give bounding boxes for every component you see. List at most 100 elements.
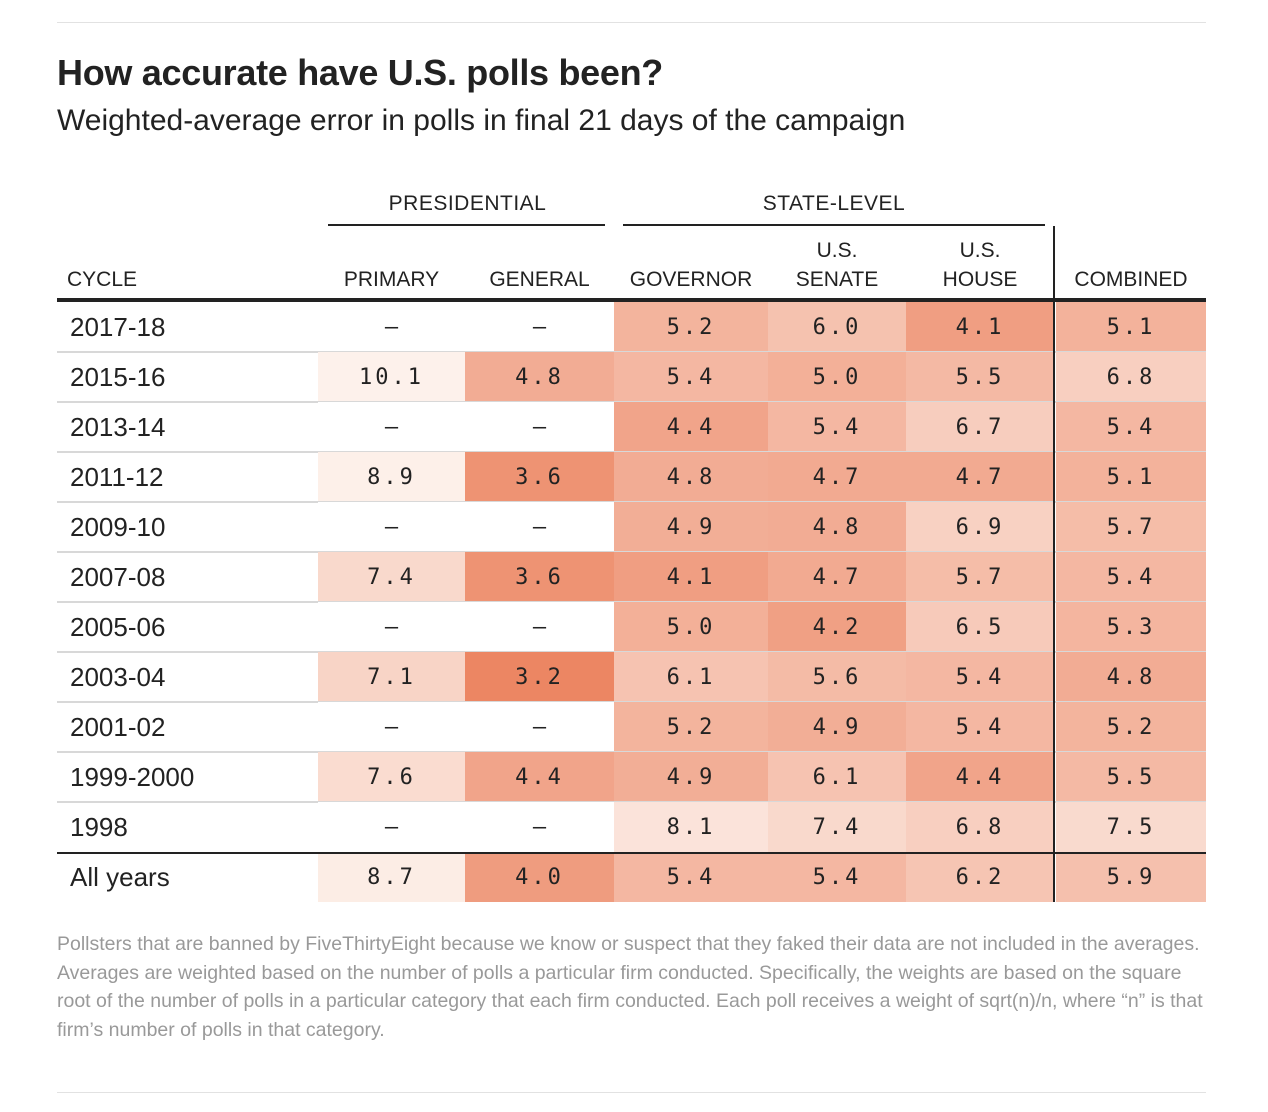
cell-1998-governor: 8.1 xyxy=(614,802,768,852)
row-label-2003-04: 2003-04 xyxy=(70,661,166,692)
group-underline-presidential xyxy=(328,224,605,226)
cell-2015-16-senate: 5.0 xyxy=(768,352,906,402)
cell-all-years-combined: 5.9 xyxy=(1056,852,1206,902)
row-label-1998: 1998 xyxy=(70,811,128,842)
cell-2013-14-governor: 4.4 xyxy=(614,402,768,452)
cell-2005-06-primary: – xyxy=(318,602,465,652)
cell-2017-18-house: 4.1 xyxy=(906,302,1054,352)
row-label-2007-08: 2007-08 xyxy=(70,561,166,592)
cell-2001-02-primary: – xyxy=(318,702,465,752)
row-label-2005-06: 2005-06 xyxy=(70,611,166,642)
cell-2001-02-house: 5.4 xyxy=(906,702,1054,752)
cell-2013-14-general: – xyxy=(465,402,614,452)
cell-2011-12-primary: 8.9 xyxy=(318,452,465,502)
cell-2009-10-general: – xyxy=(465,502,614,552)
cell-2017-18-combined: 5.1 xyxy=(1056,302,1206,352)
group-label-presidential: PRESIDENTIAL xyxy=(388,192,547,215)
cell-2005-06-governor: 5.0 xyxy=(614,602,768,652)
cell-2013-14-house: 6.7 xyxy=(906,402,1054,452)
cell-2013-14-primary: – xyxy=(318,402,465,452)
cell-1998-combined: 7.5 xyxy=(1056,802,1206,852)
header-rule xyxy=(57,298,1206,302)
cell-all-years-governor: 5.4 xyxy=(614,852,768,902)
cell-2007-08-general: 3.6 xyxy=(465,552,614,602)
cell-2001-02-combined: 5.2 xyxy=(1056,702,1206,752)
cell-2015-16-primary: 10.1 xyxy=(318,352,465,402)
cell-all-years-primary: 8.7 xyxy=(318,852,465,902)
cell-2003-04-house: 5.4 xyxy=(906,652,1054,702)
cell-2007-08-senate: 4.7 xyxy=(768,552,906,602)
column-header-combined: COMBINED xyxy=(1074,268,1188,291)
cell-2015-16-combined: 6.8 xyxy=(1056,352,1206,402)
cell-2017-18-primary: – xyxy=(318,302,465,352)
cell-2005-06-house: 6.5 xyxy=(906,602,1054,652)
cell-2009-10-governor: 4.9 xyxy=(614,502,768,552)
cell-2015-16-general: 4.8 xyxy=(465,352,614,402)
cell-2011-12-combined: 5.1 xyxy=(1056,452,1206,502)
cell-1998-senate: 7.4 xyxy=(768,802,906,852)
cell-all-years-senate: 5.4 xyxy=(768,852,906,902)
row-label-2017-18: 2017-18 xyxy=(70,311,166,342)
column-header-senate-line2: SENATE xyxy=(795,268,879,291)
cell-2005-06-combined: 5.3 xyxy=(1056,602,1206,652)
cell-2007-08-combined: 5.4 xyxy=(1056,552,1206,602)
cell-1999-2000-combined: 5.5 xyxy=(1056,752,1206,802)
cell-2005-06-general: – xyxy=(465,602,614,652)
row-label-2011-12: 2011-12 xyxy=(70,461,164,492)
cell-2003-04-senate: 5.6 xyxy=(768,652,906,702)
cell-2013-14-combined: 5.4 xyxy=(1056,402,1206,452)
column-header-house-line2: HOUSE xyxy=(942,268,1018,291)
chart-subtitle: Weighted-average error in polls in final… xyxy=(57,104,906,137)
cell-2017-18-senate: 6.0 xyxy=(768,302,906,352)
column-header-primary: PRIMARY xyxy=(343,268,440,291)
row-label-2009-10: 2009-10 xyxy=(70,511,166,542)
cell-2007-08-governor: 4.1 xyxy=(614,552,768,602)
cell-2001-02-general: – xyxy=(465,702,614,752)
row-label-all-years: All years xyxy=(70,861,170,892)
row-label-1999-2000: 1999-2000 xyxy=(70,761,195,792)
cell-2011-12-house: 4.7 xyxy=(906,452,1054,502)
cell-2013-14-senate: 5.4 xyxy=(768,402,906,452)
bottom-divider xyxy=(57,1092,1206,1093)
cell-2003-04-combined: 4.8 xyxy=(1056,652,1206,702)
cell-2009-10-senate: 4.8 xyxy=(768,502,906,552)
cell-2003-04-primary: 7.1 xyxy=(318,652,465,702)
group-label-state-level: STATE-LEVEL xyxy=(762,192,906,215)
cell-2015-16-governor: 5.4 xyxy=(614,352,768,402)
column-header-senate-line1: U.S. xyxy=(816,239,858,262)
column-header-house-line1: U.S. xyxy=(959,239,1001,262)
cell-2001-02-senate: 4.9 xyxy=(768,702,906,752)
cell-2011-12-general: 3.6 xyxy=(465,452,614,502)
cell-2009-10-house: 6.9 xyxy=(906,502,1054,552)
cell-2017-18-governor: 5.2 xyxy=(614,302,768,352)
cell-2001-02-governor: 5.2 xyxy=(614,702,768,752)
row-label-2013-14: 2013-14 xyxy=(70,411,166,442)
cell-2007-08-primary: 7.4 xyxy=(318,552,465,602)
cell-all-years-house: 6.2 xyxy=(906,852,1054,902)
cell-1999-2000-senate: 6.1 xyxy=(768,752,906,802)
cell-1998-house: 6.8 xyxy=(906,802,1054,852)
cell-1999-2000-governor: 4.9 xyxy=(614,752,768,802)
row-label-2015-16: 2015-16 xyxy=(70,361,166,392)
cell-2009-10-combined: 5.7 xyxy=(1056,502,1206,552)
group-underline-state-level xyxy=(623,224,1045,226)
cell-1999-2000-primary: 7.6 xyxy=(318,752,465,802)
cell-2003-04-governor: 6.1 xyxy=(614,652,768,702)
cell-1999-2000-house: 4.4 xyxy=(906,752,1054,802)
chart-title: How accurate have U.S. polls been? xyxy=(57,52,663,93)
footnote: Pollsters that are banned by FiveThirtyE… xyxy=(57,933,1203,1041)
cell-2017-18-general: – xyxy=(465,302,614,352)
cell-1998-general: – xyxy=(465,802,614,852)
cell-2009-10-primary: – xyxy=(318,502,465,552)
all-years-rule xyxy=(57,852,1206,854)
column-header-governor: GOVERNOR xyxy=(629,268,753,291)
combined-divider xyxy=(1053,226,1055,902)
cell-2005-06-senate: 4.2 xyxy=(768,602,906,652)
cell-1998-primary: – xyxy=(318,802,465,852)
column-header-general: GENERAL xyxy=(489,268,590,291)
cell-2011-12-senate: 4.7 xyxy=(768,452,906,502)
cell-2003-04-general: 3.2 xyxy=(465,652,614,702)
cell-2011-12-governor: 4.8 xyxy=(614,452,768,502)
cell-2007-08-house: 5.7 xyxy=(906,552,1054,602)
top-divider xyxy=(57,22,1206,23)
